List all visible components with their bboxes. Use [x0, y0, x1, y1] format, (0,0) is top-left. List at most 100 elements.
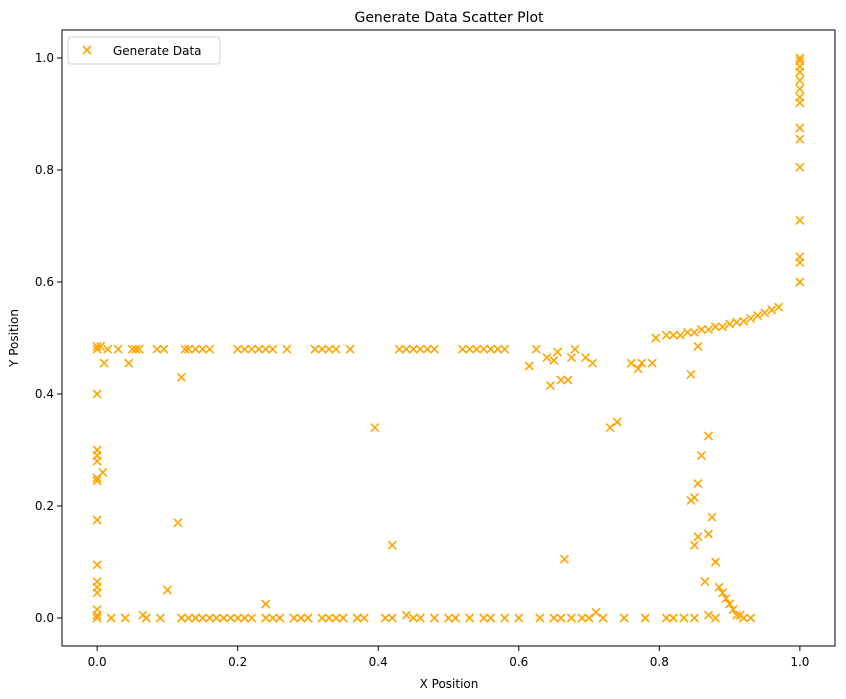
data-point	[296, 613, 306, 623]
data-point	[570, 344, 580, 354]
data-point	[531, 344, 541, 354]
data-point	[774, 302, 784, 312]
data-point	[197, 613, 208, 623]
data-point	[443, 613, 454, 623]
data-point	[401, 344, 411, 354]
data-point	[92, 613, 102, 623]
data-point	[514, 613, 524, 623]
y-tick-label: 0.6	[35, 275, 54, 289]
data-point	[205, 613, 215, 623]
data-point	[415, 344, 425, 354]
data-point	[92, 515, 102, 525]
data-point	[92, 341, 102, 351]
data-point	[605, 423, 615, 433]
data-point	[92, 560, 102, 570]
data-point	[457, 344, 468, 354]
data-point	[686, 369, 696, 379]
data-point	[92, 476, 102, 486]
data-points	[92, 53, 805, 623]
data-point	[190, 613, 201, 623]
data-point	[693, 532, 703, 542]
data-point	[566, 613, 577, 623]
y-axis-label: Y Position	[7, 309, 21, 368]
data-point	[661, 613, 671, 623]
y-tick-label: 0.8	[35, 163, 54, 177]
data-point	[675, 330, 685, 340]
data-point	[577, 613, 587, 623]
data-point	[739, 316, 749, 326]
data-point	[696, 451, 707, 461]
data-point	[549, 355, 559, 365]
data-point	[113, 344, 123, 354]
data-point	[668, 613, 678, 623]
y-tick-label: 1.0	[35, 51, 54, 65]
data-point	[92, 588, 102, 598]
data-point	[591, 607, 601, 617]
data-point	[176, 372, 187, 382]
data-point	[275, 613, 285, 623]
data-point	[240, 344, 250, 354]
data-point	[559, 554, 570, 564]
data-point	[197, 344, 208, 354]
data-point	[422, 344, 432, 354]
data-point	[268, 613, 278, 623]
legend: Generate Data	[67, 36, 221, 65]
data-point	[359, 613, 369, 623]
data-point	[795, 162, 805, 172]
data-point	[261, 613, 271, 623]
data-point	[739, 613, 749, 623]
data-point	[721, 593, 731, 603]
data-point	[566, 353, 577, 363]
legend-label: Generate Data	[113, 44, 202, 58]
data-point	[486, 344, 496, 354]
data-point	[682, 327, 692, 337]
data-point	[545, 381, 555, 391]
data-point	[717, 322, 728, 332]
data-point	[587, 358, 598, 368]
data-point	[324, 344, 334, 354]
data-point	[183, 613, 194, 623]
data-point	[317, 613, 327, 623]
data-point	[493, 344, 503, 354]
x-tick-label: 0.8	[650, 655, 669, 669]
data-point	[661, 330, 671, 340]
data-point	[693, 341, 703, 351]
data-point	[795, 84, 805, 94]
data-point	[753, 311, 763, 321]
data-point	[331, 613, 341, 623]
x-tick-label: 0.0	[88, 655, 107, 669]
data-point	[535, 613, 545, 623]
data-point	[162, 585, 172, 595]
data-point	[183, 344, 194, 354]
data-point	[795, 75, 805, 85]
data-point	[795, 215, 805, 225]
data-point	[387, 540, 397, 550]
data-point	[247, 344, 257, 354]
legend-x-marker	[82, 45, 92, 55]
data-point	[679, 613, 689, 623]
data-point	[710, 557, 721, 567]
data-point	[710, 322, 721, 332]
data-point	[429, 613, 440, 623]
data-point	[732, 317, 742, 327]
data-point	[556, 375, 566, 385]
data-point	[352, 613, 362, 623]
data-point	[717, 588, 728, 598]
data-point	[180, 344, 190, 354]
data-point	[92, 389, 102, 399]
data-point	[728, 605, 738, 615]
data-point	[99, 358, 109, 368]
data-point	[703, 610, 714, 620]
data-point	[324, 613, 334, 623]
chart-title: Generate Data Scatter Plot	[354, 10, 544, 26]
x-axis-label: X Position	[420, 677, 479, 691]
data-point	[152, 344, 162, 354]
data-point	[584, 613, 594, 623]
data-point	[408, 613, 418, 623]
data-point	[563, 375, 573, 385]
data-point	[268, 344, 278, 354]
data-point	[134, 344, 144, 354]
data-point	[619, 613, 629, 623]
data-point	[219, 613, 229, 623]
data-point	[640, 613, 650, 623]
